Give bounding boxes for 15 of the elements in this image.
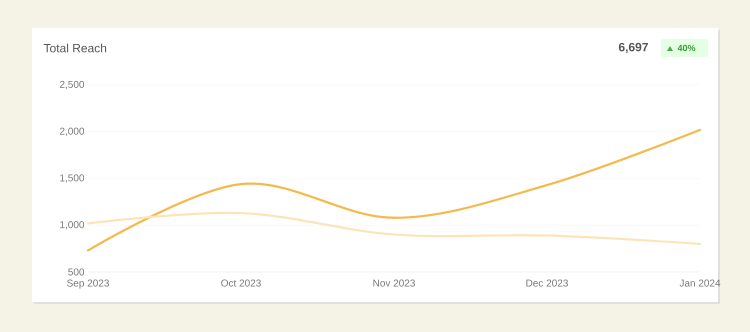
y-tick-label: 2,500 — [60, 80, 84, 90]
text: 6,697 — [618, 42, 648, 54]
chart-title: Total Reach — [44, 44, 106, 52]
x-tick-label: Jan 2024 — [680, 280, 720, 287]
x-tick-label: Dec 2023 — [526, 280, 568, 287]
x-tick-label: Nov 2023 — [373, 280, 415, 287]
x-tick-label: Sep 2023 — [67, 280, 109, 289]
y-tick-label: 500 — [68, 268, 84, 276]
line-series — [86, 128, 702, 252]
y-tick-label: 1,000 — [60, 221, 84, 230]
x-tick-label: Oct 2023 — [221, 280, 261, 287]
y-tick-label: 1,500 — [60, 174, 84, 183]
text: 40% — [678, 44, 696, 52]
y-tick-label: 2,000 — [60, 128, 84, 136]
line-series — [86, 212, 702, 246]
